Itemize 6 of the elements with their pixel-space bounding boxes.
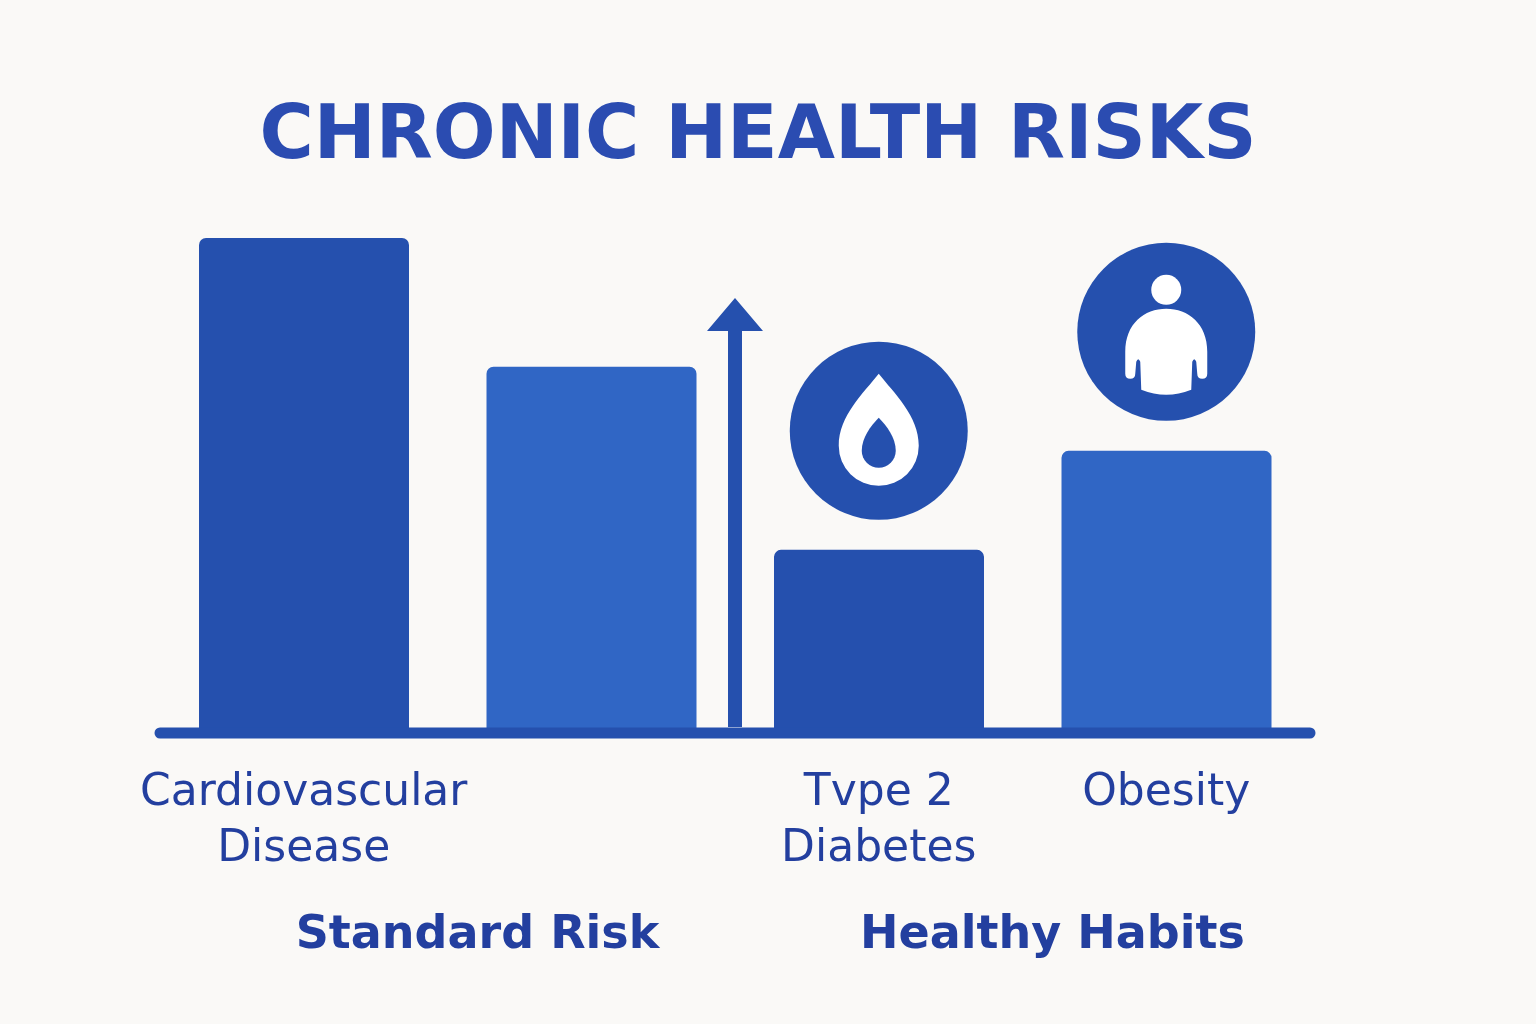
text: Standard Risk <box>294 904 661 961</box>
text: Healthy Habits <box>859 904 1246 961</box>
x-tick-label: Cardiovascular Disease <box>140 764 469 871</box>
x-tick-label: Obesity <box>1082 764 1251 815</box>
x-tick-label: Tvpe 2 Diabetes <box>781 764 977 871</box>
chart-title: CHRONIC HEALTH RISKS <box>258 88 1258 177</box>
